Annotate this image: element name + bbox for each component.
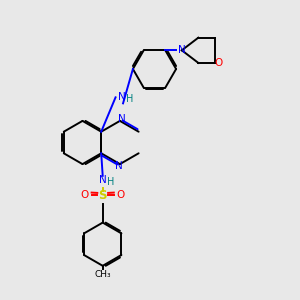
Text: O: O <box>214 58 223 68</box>
Text: N: N <box>178 45 186 55</box>
Text: H: H <box>126 94 133 104</box>
Text: S: S <box>98 189 107 202</box>
Text: N: N <box>99 175 106 185</box>
Text: N: N <box>115 160 122 171</box>
Text: O: O <box>81 190 89 200</box>
Text: H: H <box>107 177 115 187</box>
Text: N: N <box>118 92 125 102</box>
Text: CH₃: CH₃ <box>94 270 111 279</box>
Text: O: O <box>117 190 125 200</box>
Text: N: N <box>118 114 125 124</box>
